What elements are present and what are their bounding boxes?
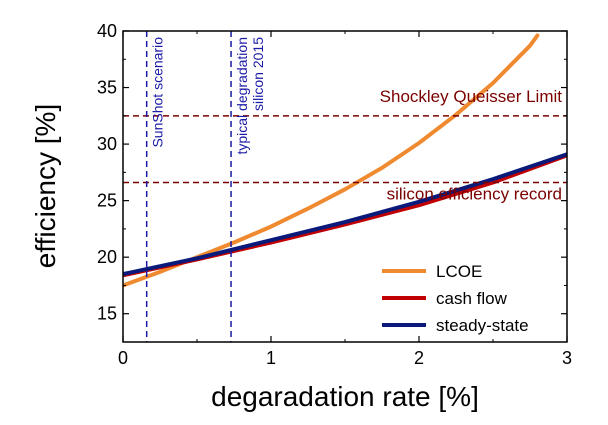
- vline-label-1: typical degradationsilicon 2015: [234, 37, 266, 155]
- hline-label-1: silicon efficiency record: [387, 185, 562, 204]
- series-line-cash-flow: [123, 153, 567, 278]
- y-tick-label: 20: [97, 247, 117, 267]
- x-tick-label: 2: [414, 348, 424, 368]
- y-axis-title: efficiency [%]: [30, 104, 61, 268]
- y-tick-label: 25: [97, 191, 117, 211]
- x-tick-label: 3: [562, 348, 572, 368]
- x-axis-title: degaradation rate [%]: [211, 381, 479, 412]
- plot-content: [123, 31, 567, 342]
- x-tick-label: 0: [118, 348, 128, 368]
- legend-label: steady-state: [436, 316, 529, 335]
- y-tick-label: 35: [97, 78, 117, 98]
- series-line-lcoe: [123, 33, 540, 288]
- y-tick-label: 40: [97, 21, 117, 41]
- legend: LCOE cash flow steady-state: [382, 262, 529, 335]
- legend-label: LCOE: [436, 262, 482, 281]
- x-tick-label: 1: [266, 348, 276, 368]
- axis-ticks: 0 1 2 3 15 20 25 30 35 40: [97, 21, 572, 368]
- vline-label-0: SunShot scenario: [150, 37, 166, 148]
- y-tick-label: 30: [97, 134, 117, 154]
- hline-label-0: Shockley Queisser Limit: [380, 87, 563, 106]
- legend-label: cash flow: [436, 289, 508, 308]
- y-tick-label: 15: [97, 304, 117, 324]
- series-line-steady-state: [123, 152, 567, 277]
